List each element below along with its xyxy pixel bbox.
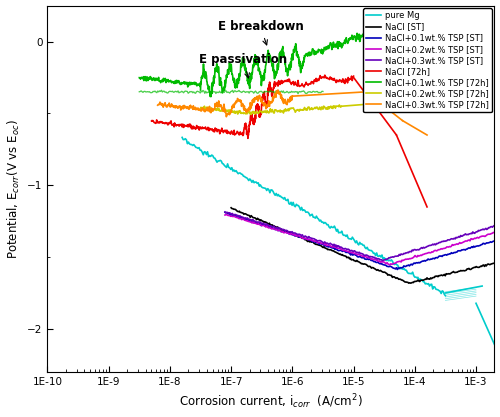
NaCl+0.3wt.% TSP [ST] <box>388 255 394 260</box>
Y-axis label: Potential, E$_{corr}$(V vs E$_{oc}$): Potential, E$_{corr}$(V vs E$_{oc}$) <box>6 119 22 259</box>
NaCl+0.2wt.% TSP [72h] <box>234 112 240 117</box>
NaCl+0.2wt.% TSP [72h] <box>208 106 214 111</box>
NaCl+0.3wt.% TSP [72h] <box>186 107 192 112</box>
NaCl [ST] <box>395 276 401 281</box>
NaCl+0.3wt.% TSP [72h] <box>154 103 160 108</box>
NaCl+0.1wt.% TSP [72h] <box>185 84 191 89</box>
pure Mg <box>285 197 291 202</box>
NaCl [72h] <box>238 131 244 136</box>
Line: NaCl [72h]: NaCl [72h] <box>152 120 244 136</box>
NaCl+0.1wt.% TSP [72h] <box>136 75 142 80</box>
Line: NaCl+0.3wt.% TSP [72h]: NaCl+0.3wt.% TSP [72h] <box>158 102 213 113</box>
NaCl+0.2wt.% TSP [ST] <box>476 235 482 240</box>
NaCl+0.2wt.% TSP [72h] <box>202 104 207 109</box>
NaCl+0.1wt.% TSP [ST] <box>223 210 229 215</box>
NaCl [72h] <box>240 130 246 135</box>
NaCl+0.1wt.% TSP [72h] <box>157 79 163 84</box>
Line: pure Mg: pure Mg <box>182 137 446 296</box>
NaCl+0.2wt.% TSP [72h] <box>224 109 230 114</box>
pure Mg <box>288 200 294 205</box>
NaCl+0.3wt.% TSP [72h] <box>157 100 163 105</box>
NaCl+0.1wt.% TSP [72h] <box>168 80 174 85</box>
NaCl+0.3wt.% TSP [72h] <box>193 106 199 111</box>
NaCl [72h] <box>160 120 166 125</box>
NaCl+0.3wt.% TSP [ST] <box>394 254 400 259</box>
Line: NaCl+0.2wt.% TSP [72h]: NaCl+0.2wt.% TSP [72h] <box>200 106 244 114</box>
NaCl [72h] <box>168 118 174 123</box>
NaCl+0.3wt.% TSP [72h] <box>210 107 216 112</box>
NaCl+0.2wt.% TSP [ST] <box>224 212 230 217</box>
NaCl+0.2wt.% TSP [ST] <box>222 213 228 218</box>
NaCl+0.2wt.% TSP [72h] <box>220 108 226 113</box>
NaCl+0.1wt.% TSP [72h] <box>198 81 203 86</box>
NaCl+0.3wt.% TSP [72h] <box>170 103 176 108</box>
NaCl+0.1wt.% TSP [72h] <box>161 78 167 83</box>
pure Mg <box>332 224 338 229</box>
NaCl+0.1wt.% TSP [ST] <box>392 266 398 271</box>
Line: NaCl+0.1wt.% TSP [ST]: NaCl+0.1wt.% TSP [ST] <box>225 212 500 269</box>
NaCl+0.3wt.% TSP [72h] <box>209 106 215 111</box>
pure Mg <box>179 135 185 140</box>
NaCl+0.3wt.% TSP [72h] <box>166 104 172 109</box>
Line: NaCl+0.1wt.% TSP [72h]: NaCl+0.1wt.% TSP [72h] <box>140 77 200 87</box>
NaCl [72h] <box>240 133 246 138</box>
NaCl [ST] <box>406 281 412 286</box>
Legend: pure Mg, NaCl [ST], NaCl+0.1wt.% TSP [ST], NaCl+0.2wt.% TSP [ST], NaCl+0.3wt.% T: pure Mg, NaCl [ST], NaCl+0.1wt.% TSP [ST… <box>363 8 492 113</box>
X-axis label: Corrosion current, i$_{corr}$  (A/cm$^2$): Corrosion current, i$_{corr}$ (A/cm$^2$) <box>179 393 363 412</box>
NaCl+0.1wt.% TSP [ST] <box>458 248 464 253</box>
NaCl+0.1wt.% TSP [72h] <box>171 81 177 86</box>
NaCl+0.2wt.% TSP [ST] <box>458 241 464 246</box>
Text: E passivation: E passivation <box>199 53 287 78</box>
NaCl+0.3wt.% TSP [ST] <box>222 209 228 214</box>
NaCl [72h] <box>148 118 154 123</box>
NaCl+0.3wt.% TSP [ST] <box>389 255 395 260</box>
NaCl+0.3wt.% TSP [ST] <box>223 211 229 216</box>
NaCl+0.1wt.% TSP [72h] <box>179 80 185 85</box>
pure Mg <box>222 164 228 169</box>
NaCl+0.2wt.% TSP [72h] <box>239 111 245 116</box>
NaCl+0.2wt.% TSP [72h] <box>240 110 246 115</box>
NaCl+0.1wt.% TSP [ST] <box>387 264 393 269</box>
NaCl [ST] <box>229 206 235 211</box>
NaCl+0.3wt.% TSP [72h] <box>198 106 204 111</box>
NaCl [72h] <box>150 118 156 123</box>
NaCl+0.1wt.% TSP [ST] <box>222 210 228 215</box>
NaCl+0.1wt.% TSP [72h] <box>148 74 154 79</box>
NaCl+0.3wt.% TSP [ST] <box>380 258 386 263</box>
Text: E breakdown: E breakdown <box>218 20 304 45</box>
NaCl+0.1wt.% TSP [ST] <box>394 267 400 272</box>
Line: NaCl [ST]: NaCl [ST] <box>231 208 500 283</box>
NaCl+0.2wt.% TSP [ST] <box>387 262 393 267</box>
NaCl+0.2wt.% TSP [ST] <box>394 259 400 264</box>
pure Mg <box>432 284 438 289</box>
NaCl+0.2wt.% TSP [72h] <box>206 105 212 110</box>
NaCl+0.2wt.% TSP [ST] <box>223 212 229 217</box>
NaCl [72h] <box>154 117 160 122</box>
NaCl [72h] <box>184 124 190 129</box>
pure Mg <box>442 293 448 298</box>
NaCl [ST] <box>390 274 396 279</box>
Line: NaCl+0.3wt.% TSP [ST]: NaCl+0.3wt.% TSP [ST] <box>225 212 500 261</box>
NaCl+0.3wt.% TSP [ST] <box>458 233 464 238</box>
NaCl [ST] <box>476 265 482 270</box>
NaCl [72h] <box>230 129 236 134</box>
NaCl+0.1wt.% TSP [72h] <box>188 82 194 87</box>
NaCl+0.3wt.% TSP [ST] <box>476 228 482 233</box>
NaCl+0.1wt.% TSP [ST] <box>476 244 482 249</box>
NaCl+0.2wt.% TSP [72h] <box>238 110 244 115</box>
NaCl [ST] <box>458 269 464 274</box>
NaCl+0.1wt.% TSP [ST] <box>388 264 394 269</box>
pure Mg <box>361 243 367 248</box>
NaCl+0.2wt.% TSP [ST] <box>390 261 396 266</box>
NaCl [ST] <box>228 205 234 210</box>
NaCl+0.2wt.% TSP [ST] <box>389 262 395 267</box>
NaCl [ST] <box>390 275 396 280</box>
NaCl+0.3wt.% TSP [72h] <box>208 110 214 115</box>
NaCl+0.2wt.% TSP [72h] <box>198 106 203 111</box>
Line: NaCl+0.2wt.% TSP [ST]: NaCl+0.2wt.% TSP [ST] <box>225 215 500 265</box>
